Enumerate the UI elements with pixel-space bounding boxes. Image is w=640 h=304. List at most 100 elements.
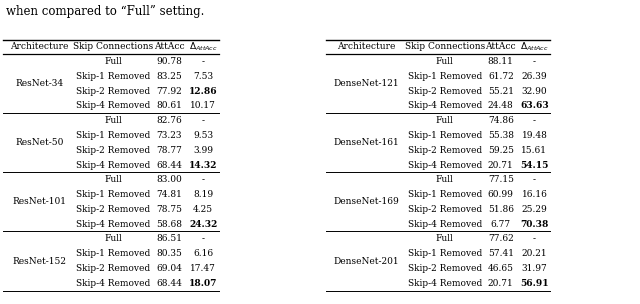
Text: Skip-2 Removed: Skip-2 Removed (76, 264, 150, 273)
Text: 4.25: 4.25 (193, 205, 213, 214)
Text: Full: Full (104, 175, 122, 184)
Text: 54.15: 54.15 (520, 161, 548, 170)
Text: 15.61: 15.61 (522, 146, 547, 155)
Text: Skip-4 Removed: Skip-4 Removed (408, 219, 482, 229)
Text: 59.25: 59.25 (488, 146, 514, 155)
Text: Skip-1 Removed: Skip-1 Removed (408, 72, 482, 81)
Text: Skip-4 Removed: Skip-4 Removed (76, 219, 150, 229)
Text: 78.75: 78.75 (156, 205, 182, 214)
Text: 31.97: 31.97 (522, 264, 547, 273)
Text: ResNet-152: ResNet-152 (12, 257, 67, 265)
Text: -: - (202, 116, 205, 125)
Text: Full: Full (436, 57, 454, 66)
Text: 20.21: 20.21 (522, 249, 547, 258)
Text: 90.78: 90.78 (156, 57, 182, 66)
Text: -: - (533, 57, 536, 66)
Text: 55.38: 55.38 (488, 131, 514, 140)
Text: Architecture: Architecture (10, 42, 68, 51)
Text: Skip-1 Removed: Skip-1 Removed (76, 72, 150, 81)
Text: 73.23: 73.23 (156, 131, 182, 140)
Text: DenseNet-169: DenseNet-169 (333, 197, 399, 206)
Text: ResNet-34: ResNet-34 (15, 79, 63, 88)
Text: Full: Full (104, 234, 122, 244)
Text: Full: Full (436, 175, 454, 184)
Text: 7.53: 7.53 (193, 72, 213, 81)
Text: Skip-1 Removed: Skip-1 Removed (408, 249, 482, 258)
Text: Skip-4 Removed: Skip-4 Removed (408, 102, 482, 110)
Text: 70.38: 70.38 (520, 219, 548, 229)
Text: 3.99: 3.99 (193, 146, 213, 155)
Text: Skip-1 Removed: Skip-1 Removed (408, 190, 482, 199)
Text: -: - (533, 175, 536, 184)
Text: Full: Full (436, 234, 454, 244)
Text: 51.86: 51.86 (488, 205, 514, 214)
Text: 17.47: 17.47 (190, 264, 216, 273)
Text: 60.99: 60.99 (488, 190, 514, 199)
Text: 57.41: 57.41 (488, 249, 514, 258)
Text: Skip-2 Removed: Skip-2 Removed (76, 87, 150, 96)
Text: 80.35: 80.35 (156, 249, 182, 258)
Text: 19.48: 19.48 (522, 131, 547, 140)
Text: 86.51: 86.51 (156, 234, 182, 244)
Text: 55.21: 55.21 (488, 87, 514, 96)
Text: Skip-4 Removed: Skip-4 Removed (408, 279, 482, 288)
Text: 78.77: 78.77 (156, 146, 182, 155)
Text: 6.77: 6.77 (491, 219, 511, 229)
Text: Skip-4 Removed: Skip-4 Removed (408, 161, 482, 170)
Text: Skip-2 Removed: Skip-2 Removed (408, 87, 482, 96)
Text: 77.15: 77.15 (488, 175, 514, 184)
Text: Skip-4 Removed: Skip-4 Removed (76, 102, 150, 110)
Text: 61.72: 61.72 (488, 72, 514, 81)
Text: Skip-1 Removed: Skip-1 Removed (76, 190, 150, 199)
Text: 24.32: 24.32 (189, 219, 218, 229)
Text: Skip Connections: Skip Connections (404, 42, 485, 51)
Text: 82.76: 82.76 (156, 116, 182, 125)
Text: Skip-2 Removed: Skip-2 Removed (76, 146, 150, 155)
Text: 20.71: 20.71 (488, 279, 514, 288)
Text: 25.29: 25.29 (522, 205, 547, 214)
Text: 74.81: 74.81 (156, 190, 182, 199)
Text: 83.00: 83.00 (156, 175, 182, 184)
Text: -: - (202, 175, 205, 184)
Text: 56.91: 56.91 (520, 279, 548, 288)
Text: DenseNet-201: DenseNet-201 (333, 257, 399, 265)
Text: 68.44: 68.44 (156, 279, 182, 288)
Text: $\Delta_{AttAcc}$: $\Delta_{AttAcc}$ (520, 41, 548, 53)
Text: Skip-4 Removed: Skip-4 Removed (76, 279, 150, 288)
Text: 20.71: 20.71 (488, 161, 514, 170)
Text: Skip-2 Removed: Skip-2 Removed (408, 205, 482, 214)
Text: -: - (533, 234, 536, 244)
Text: Full: Full (104, 116, 122, 125)
Text: Skip-1 Removed: Skip-1 Removed (76, 131, 150, 140)
Text: Full: Full (436, 116, 454, 125)
Text: 83.25: 83.25 (156, 72, 182, 81)
Text: when compared to “Full” setting.: when compared to “Full” setting. (6, 5, 205, 18)
Text: 6.16: 6.16 (193, 249, 213, 258)
Text: 32.90: 32.90 (522, 87, 547, 96)
Text: -: - (202, 57, 205, 66)
Text: 18.07: 18.07 (189, 279, 218, 288)
Text: Skip-1 Removed: Skip-1 Removed (408, 131, 482, 140)
Text: ResNet-101: ResNet-101 (12, 197, 67, 206)
Text: 88.11: 88.11 (488, 57, 514, 66)
Text: ResNet-50: ResNet-50 (15, 138, 63, 147)
Text: Architecture: Architecture (337, 42, 396, 51)
Text: 58.68: 58.68 (156, 219, 182, 229)
Text: 74.86: 74.86 (488, 116, 514, 125)
Text: 24.48: 24.48 (488, 102, 514, 110)
Text: DenseNet-161: DenseNet-161 (333, 138, 399, 147)
Text: Full: Full (104, 57, 122, 66)
Text: 77.62: 77.62 (488, 234, 514, 244)
Text: Skip-1 Removed: Skip-1 Removed (76, 249, 150, 258)
Text: $\Delta_{AttAcc}$: $\Delta_{AttAcc}$ (189, 41, 218, 53)
Text: 16.16: 16.16 (522, 190, 547, 199)
Text: AttAcc: AttAcc (486, 42, 516, 51)
Text: -: - (202, 234, 205, 244)
Text: 10.17: 10.17 (190, 102, 216, 110)
Text: Skip-4 Removed: Skip-4 Removed (76, 161, 150, 170)
Text: 69.04: 69.04 (156, 264, 182, 273)
Text: 14.32: 14.32 (189, 161, 218, 170)
Text: DenseNet-121: DenseNet-121 (333, 79, 399, 88)
Text: 26.39: 26.39 (522, 72, 547, 81)
Text: 46.65: 46.65 (488, 264, 514, 273)
